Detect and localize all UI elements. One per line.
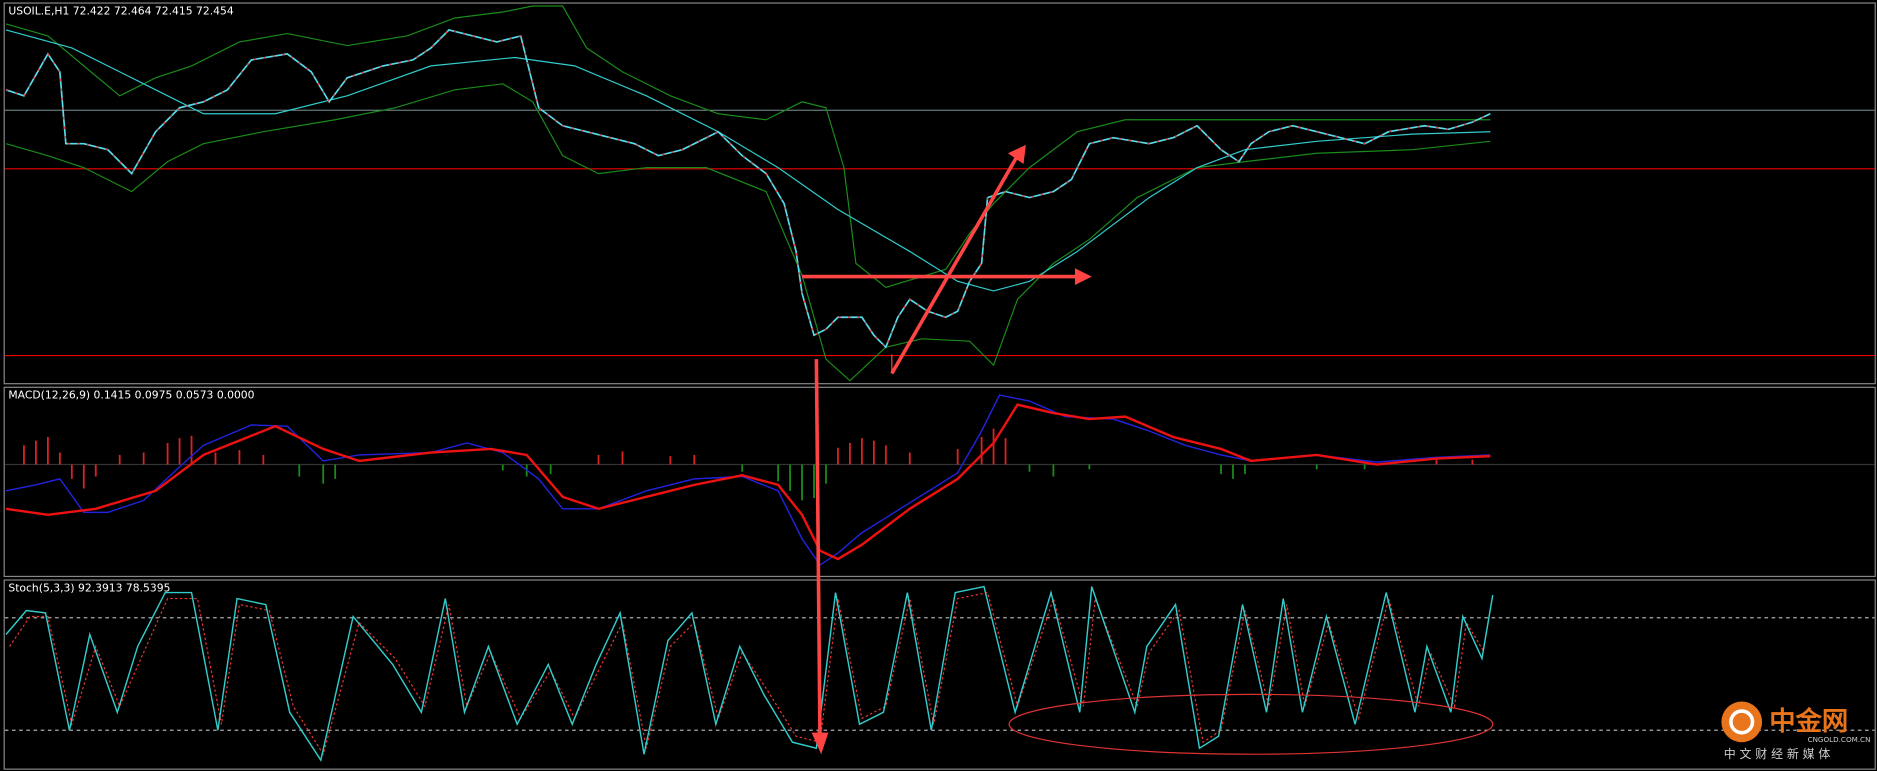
annotation-arrows: [802, 144, 1092, 755]
stoch-panel: [3, 579, 1876, 770]
macd-label: MACD(12,26,9) 0.1415 0.0975 0.0573 0.000…: [8, 389, 254, 402]
stoch-main: [5, 585, 1494, 763]
symbol-info: USOIL.E,H1 72.422 72.464 72.415 72.454: [8, 4, 233, 17]
macd-histogram: [23, 428, 1474, 501]
macd-panel: [3, 386, 1876, 578]
watermark-site: CNGOLD.COM.CN: [1808, 735, 1871, 744]
stoch-signal: [9, 591, 1485, 756]
watermark-logo-mark: [1729, 709, 1755, 735]
bollinger-lower: [5, 83, 1491, 382]
annotation-ellipse: [1008, 693, 1494, 755]
watermark-slogan: 中 文 财 经 新 媒 体: [1724, 746, 1831, 761]
moving-average: [5, 29, 1491, 292]
bollinger-upper: [5, 5, 1491, 289]
watermark-logo: [1721, 701, 1763, 743]
watermark-name: 中金网: [1769, 706, 1848, 737]
stoch-label: Stoch(5,3,3) 92.3913 78.5395: [8, 581, 170, 594]
price-line: [5, 29, 1491, 349]
macd-signal: [5, 403, 1491, 561]
main-panel: [3, 2, 1876, 385]
